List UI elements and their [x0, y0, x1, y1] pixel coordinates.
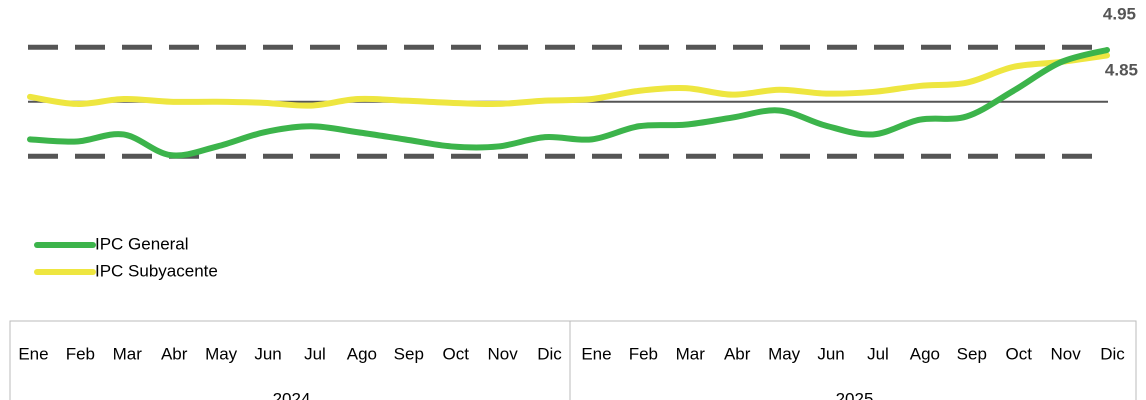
- x-tick-label: Jul: [867, 344, 889, 363]
- series-line: [27, 52, 1110, 109]
- x-tick-label: Dic: [1100, 344, 1125, 363]
- x-tick-label: Abr: [724, 344, 751, 363]
- x-tick-label: Nov: [488, 344, 519, 363]
- x-tick-label: Ene: [581, 344, 611, 363]
- x-tick-label: May: [768, 344, 801, 363]
- x-tick-label: Jul: [304, 344, 326, 363]
- x-tick-label: Mar: [676, 344, 706, 363]
- group-label: 2025: [836, 389, 874, 400]
- x-tick-label: Abr: [161, 344, 188, 363]
- x-tick-label: Sep: [394, 344, 424, 363]
- x-tick-label: Mar: [113, 344, 143, 363]
- x-tick-label: Dic: [537, 344, 562, 363]
- x-tick-label: Jun: [817, 344, 844, 363]
- legend-label: IPC Subyacente: [95, 261, 218, 280]
- group-label: 2024: [273, 389, 311, 400]
- x-tick-label: Feb: [66, 344, 95, 363]
- x-tick-label: Oct: [442, 344, 469, 363]
- x-tick-label: Feb: [629, 344, 658, 363]
- x-tick-label: Oct: [1005, 344, 1032, 363]
- series-line: [27, 46, 1110, 159]
- legend-label: IPC General: [95, 234, 189, 253]
- x-tick-label: Jun: [254, 344, 281, 363]
- end-label: 4.85: [1105, 60, 1138, 79]
- axis-table: [9, 320, 1137, 400]
- x-tick-label: Nov: [1051, 344, 1082, 363]
- x-tick-label: Ago: [347, 344, 377, 363]
- x-tick-label: Ago: [910, 344, 940, 363]
- end-label: 4.95: [1103, 4, 1136, 23]
- x-tick-label: Sep: [957, 344, 987, 363]
- x-tick-label: Ene: [18, 344, 48, 363]
- x-tick-label: May: [205, 344, 238, 363]
